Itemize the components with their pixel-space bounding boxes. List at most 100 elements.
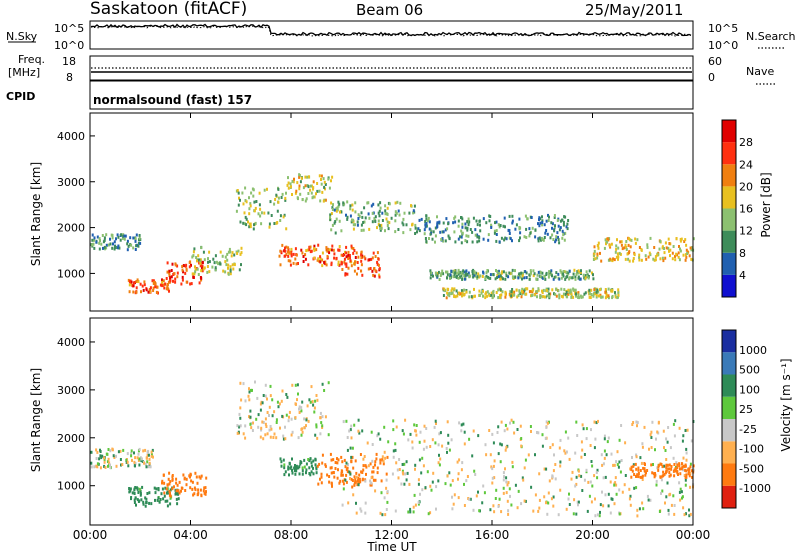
power-cell <box>201 264 204 268</box>
power-cell <box>568 277 571 281</box>
power-cell <box>318 174 321 178</box>
power-cell <box>190 263 192 267</box>
power-cell <box>624 257 627 261</box>
velocity-cell <box>639 475 642 479</box>
velocity-cell <box>133 492 136 495</box>
power-cell <box>513 293 516 297</box>
power-cell <box>360 251 363 255</box>
velocity-cell <box>171 487 174 491</box>
velocity-cell <box>199 488 202 492</box>
velocity-cell <box>394 509 397 513</box>
power-cell <box>374 269 377 273</box>
power-cell <box>263 188 266 192</box>
velocity-cell <box>538 498 541 502</box>
power-cell <box>289 250 292 254</box>
power-cell <box>456 294 459 298</box>
power-cell <box>496 276 499 279</box>
power-cell <box>499 288 502 292</box>
power-cell <box>538 216 541 220</box>
velocity-cell <box>194 488 197 492</box>
power-cell <box>230 254 233 258</box>
velocity-cell <box>589 480 592 484</box>
power-cell <box>575 294 578 298</box>
velocity-cell <box>115 464 118 468</box>
power-cell <box>674 258 677 262</box>
power-cell <box>156 285 159 289</box>
power-cell <box>208 270 211 274</box>
velocity-cell <box>310 461 313 465</box>
power-cell <box>409 228 412 232</box>
velocity-cell <box>491 476 494 480</box>
velocity-cell <box>632 463 635 467</box>
velocity-cell <box>261 420 264 424</box>
power-cell <box>547 287 550 291</box>
velocity-cell <box>607 492 610 496</box>
power-cell <box>328 186 331 190</box>
power-cell <box>649 236 652 240</box>
velocity-cell <box>107 464 109 468</box>
velocity-cell <box>138 463 141 467</box>
power-cell <box>460 289 463 293</box>
power-cell <box>189 260 192 264</box>
velocity-cell <box>314 463 317 467</box>
power-cell <box>476 235 479 239</box>
power-cell <box>280 196 283 199</box>
colorbar-tick-label: 4 <box>739 269 746 282</box>
velocity-cell <box>166 499 169 503</box>
velocity-cell <box>655 483 658 487</box>
velocity-cell <box>438 432 441 436</box>
velocity-cell <box>417 502 420 506</box>
velocity-cell <box>371 459 374 463</box>
power-cell <box>357 213 360 217</box>
colorbar-tick-label: 28 <box>739 136 753 149</box>
power-cell <box>560 276 563 280</box>
power-cell <box>478 275 481 279</box>
power-cell <box>619 252 622 256</box>
power-cell <box>277 200 280 204</box>
power-cell <box>531 290 534 294</box>
velocity-cell <box>431 438 434 442</box>
velocity-cell <box>337 458 340 462</box>
power-cell <box>652 257 655 261</box>
power-cell <box>460 274 463 278</box>
power-cell <box>529 231 532 235</box>
power-cell <box>340 261 343 265</box>
velocity-cell <box>162 497 165 501</box>
velocity-cell <box>558 446 561 450</box>
power-cell <box>460 229 463 233</box>
power-cell <box>620 240 623 244</box>
power-cell <box>668 242 671 245</box>
power-cell <box>596 288 599 292</box>
velocity-cell <box>651 471 654 475</box>
velocity-cell <box>509 494 511 498</box>
velocity-cell <box>570 477 573 481</box>
power-cell <box>528 234 531 238</box>
velocity-cell <box>301 466 304 470</box>
power-cell <box>485 274 488 278</box>
power-cell <box>93 246 96 250</box>
power-cell <box>248 207 251 211</box>
velocity-cell <box>544 437 547 440</box>
velocity-cell <box>679 467 681 471</box>
velocity-cell <box>392 419 395 423</box>
velocity-cell <box>394 448 397 452</box>
power-cell <box>523 289 526 293</box>
colorbar-swatch <box>722 419 736 442</box>
power-cell <box>318 189 321 193</box>
power-cell <box>103 245 106 249</box>
velocity-cell <box>321 415 324 419</box>
velocity-cell <box>392 449 395 453</box>
velocity-cell <box>99 450 102 453</box>
velocity-cell <box>364 479 367 483</box>
power-cell <box>565 225 568 229</box>
velocity-cell <box>465 479 468 483</box>
power-cell <box>93 238 95 242</box>
velocity-cell <box>449 483 452 487</box>
velocity-cell <box>429 484 432 488</box>
power-cell <box>239 198 241 202</box>
power-cell <box>313 247 315 251</box>
power-cell <box>117 235 120 239</box>
power-cell <box>480 291 483 295</box>
power-cell <box>353 249 356 252</box>
velocity-cell <box>342 487 345 491</box>
